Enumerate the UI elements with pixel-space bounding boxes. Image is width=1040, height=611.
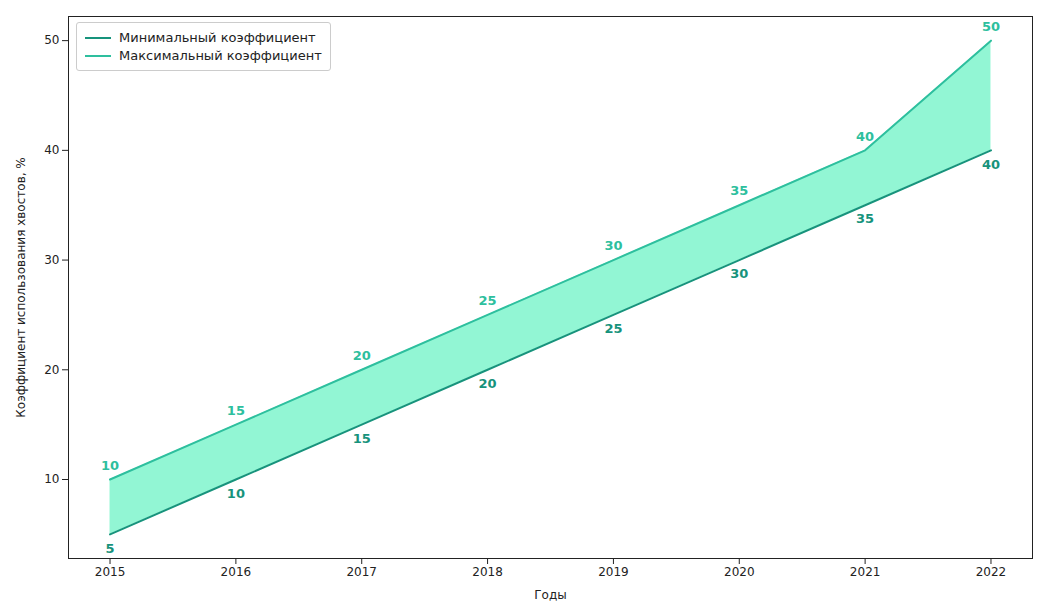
svg-text:10: 10 [101, 458, 119, 473]
svg-text:Коэффициент использования хвос: Коэффициент использования хвостов, % [14, 157, 28, 417]
svg-text:2016: 2016 [221, 565, 252, 579]
svg-text:2019: 2019 [598, 565, 629, 579]
svg-text:30: 30 [730, 266, 748, 281]
svg-text:40: 40 [982, 157, 1000, 172]
svg-text:2021: 2021 [850, 565, 881, 579]
html-text:Минимальный коэффициент: Минимальный коэффициент [119, 30, 316, 45]
svg-text:50: 50 [982, 19, 1000, 34]
svg-text:40: 40 [44, 143, 59, 157]
svg-text:30: 30 [44, 253, 59, 267]
svg-text:35: 35 [856, 211, 874, 226]
svg-text:15: 15 [353, 431, 371, 446]
svg-text:20: 20 [44, 363, 59, 377]
svg-text:30: 30 [604, 238, 622, 253]
svg-text:2018: 2018 [472, 565, 503, 579]
svg-text:2022: 2022 [976, 565, 1007, 579]
svg-text:25: 25 [479, 293, 497, 308]
svg-text:20: 20 [479, 376, 497, 391]
svg-text:20: 20 [353, 348, 371, 363]
svg-text:40: 40 [856, 129, 874, 144]
html-text:Максимальный коэффициент: Максимальный коэффициент [119, 48, 322, 63]
svg-text:50: 50 [44, 33, 59, 47]
svg-text:2017: 2017 [346, 565, 377, 579]
svg-text:5: 5 [106, 541, 115, 556]
svg-text:15: 15 [227, 403, 245, 418]
svg-text:10: 10 [44, 472, 59, 486]
svg-text:35: 35 [730, 183, 748, 198]
svg-text:2015: 2015 [95, 565, 126, 579]
svg-text:10: 10 [227, 486, 245, 501]
svg-text:25: 25 [604, 321, 622, 336]
svg-text:Годы: Годы [534, 588, 566, 602]
svg-text:2020: 2020 [724, 565, 755, 579]
